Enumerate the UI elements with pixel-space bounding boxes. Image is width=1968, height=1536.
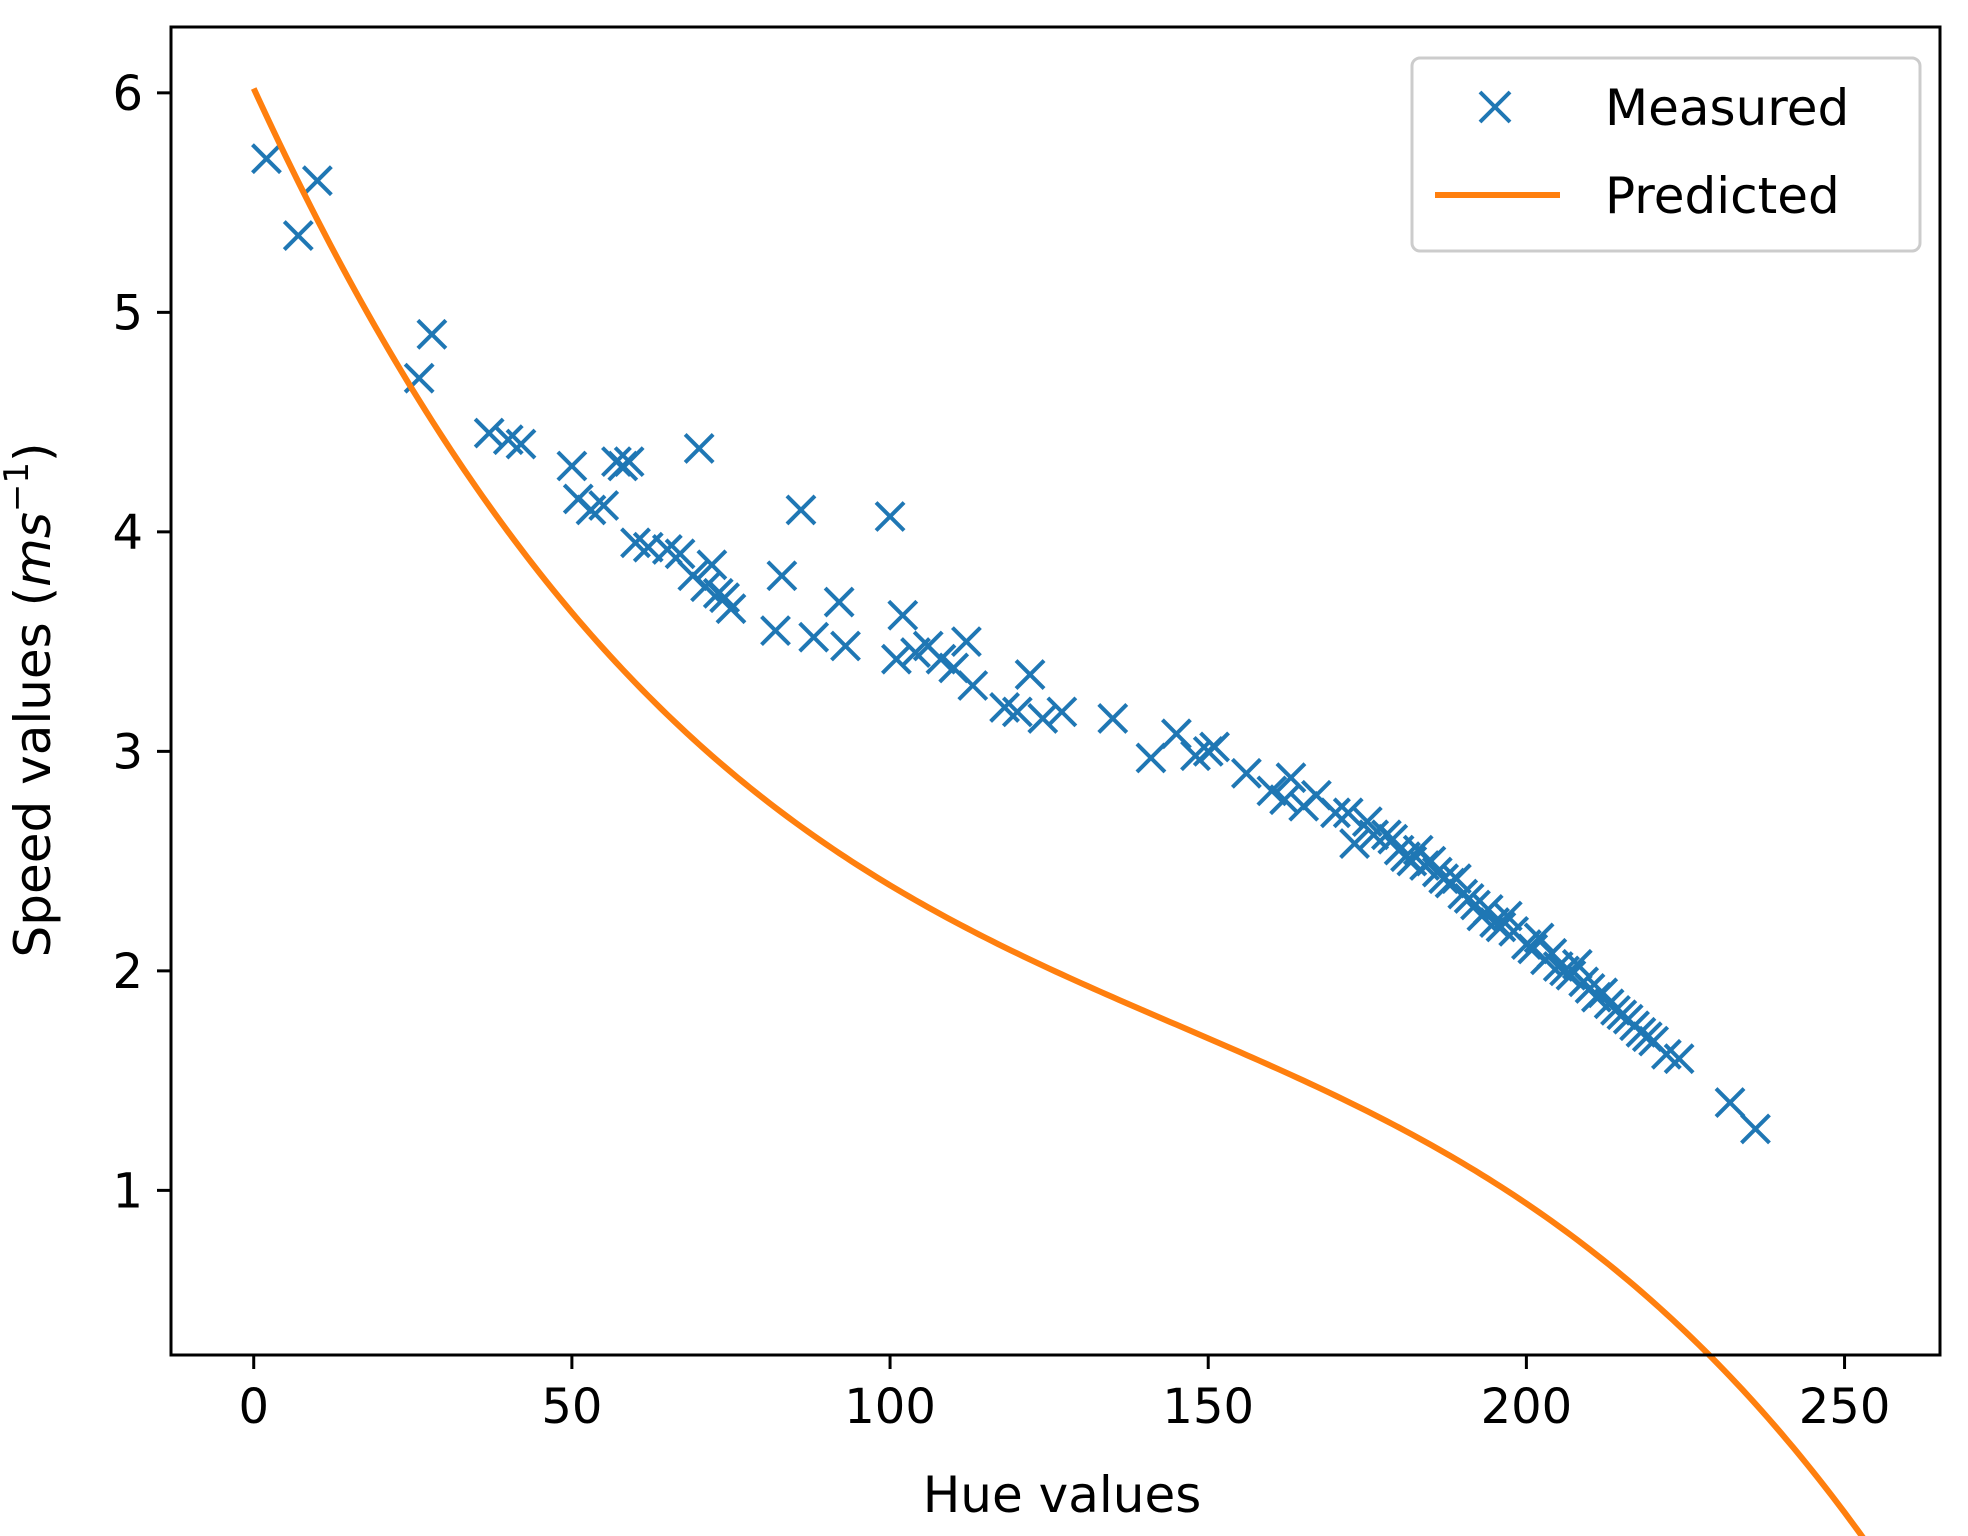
measured-point (887, 599, 919, 631)
y-tick-label: 5 (112, 285, 143, 341)
measured-point (1714, 1087, 1746, 1118)
measured-point (473, 417, 505, 449)
measured-point (766, 560, 798, 592)
measured-point (1097, 703, 1129, 734)
axes-frame (169, 25, 1942, 1357)
measured-point (505, 428, 537, 460)
measured-point (925, 643, 957, 675)
plot-area (250, 87, 1866, 1536)
measured-point (1740, 1113, 1771, 1145)
legend-frame (1410, 56, 1922, 253)
measured-point (251, 143, 282, 175)
x-tick-label: 50 (541, 1379, 602, 1435)
measured-point (1027, 703, 1059, 734)
y-tick-label: 1 (112, 1163, 143, 1219)
measured-point (1275, 762, 1307, 794)
measured-point (1332, 797, 1364, 829)
measured-point (1339, 828, 1370, 859)
measured-point (1491, 900, 1523, 932)
legend-predicted-label: Predicted (1605, 167, 1840, 225)
legend-measured-marker (1478, 90, 1512, 124)
measured-point (1014, 659, 1046, 690)
measured-point (556, 450, 588, 482)
measured-point (1001, 696, 1033, 728)
measured-point (1230, 757, 1262, 789)
y-tick-label: 2 (112, 944, 143, 1000)
y-tick-label: 3 (112, 724, 143, 780)
measured-point (1440, 863, 1472, 895)
measured-point (282, 220, 314, 251)
y-axis-title-text: Speed values ( (4, 587, 62, 958)
measured-point (715, 593, 747, 625)
measured-point (830, 630, 861, 662)
x-tick-label: 150 (1162, 1379, 1254, 1435)
measured-point (1358, 819, 1390, 851)
x-tick-label: 200 (1481, 1379, 1573, 1435)
measured-point (1269, 784, 1300, 816)
measured-point (957, 670, 989, 701)
y-axis-title-math: ms (4, 512, 62, 587)
x-tick-label: 100 (844, 1379, 936, 1435)
y-axis-title-close: ) (4, 442, 62, 462)
measured-point (1663, 1043, 1695, 1075)
measured-point (683, 433, 715, 464)
measured-point (823, 586, 855, 618)
measured-point (874, 501, 906, 532)
measured-point (1256, 775, 1288, 807)
y-tick-label: 6 (112, 66, 143, 122)
measured-point (416, 318, 448, 350)
legend-measured-label: Measured (1605, 79, 1849, 137)
measured-point (588, 490, 620, 521)
measured-point (881, 643, 912, 675)
measured-point (1320, 797, 1351, 829)
measured-point (301, 165, 333, 197)
axes: 0 50 100 150 200 250 1 2 3 4 5 6 (112, 25, 1942, 1435)
measured-point (613, 446, 645, 478)
measured-point (1046, 696, 1078, 728)
x-tick-label: 250 (1799, 1379, 1891, 1435)
measured-point (1199, 731, 1230, 763)
measured-point (1160, 718, 1192, 750)
y-axis-title: Speed values (ms−1) (0, 442, 62, 957)
y-axis-title-superscript: −1 (0, 462, 37, 512)
measured-point (785, 494, 817, 526)
y-tick-label: 4 (112, 505, 143, 561)
measured-point (1135, 742, 1167, 774)
legend: Measured Predicted (1410, 56, 1922, 253)
measured-point (760, 615, 791, 647)
measured-point (696, 549, 728, 581)
x-axis-title: Hue values (923, 1466, 1202, 1524)
measured-point (950, 626, 982, 658)
measured-point (1561, 948, 1593, 980)
predicted-line (250, 87, 1866, 1536)
measured-point (798, 621, 830, 653)
measured-point (664, 538, 696, 570)
x-tick-label: 0 (238, 1379, 269, 1435)
